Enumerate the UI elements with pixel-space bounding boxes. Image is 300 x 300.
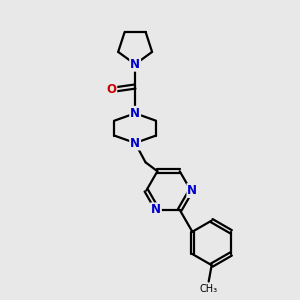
Text: O: O [106, 83, 116, 96]
Text: N: N [151, 203, 161, 216]
Text: N: N [188, 184, 197, 197]
Text: CH₃: CH₃ [200, 284, 218, 294]
Text: N: N [130, 136, 140, 149]
Text: N: N [130, 107, 140, 120]
Text: N: N [130, 58, 140, 71]
